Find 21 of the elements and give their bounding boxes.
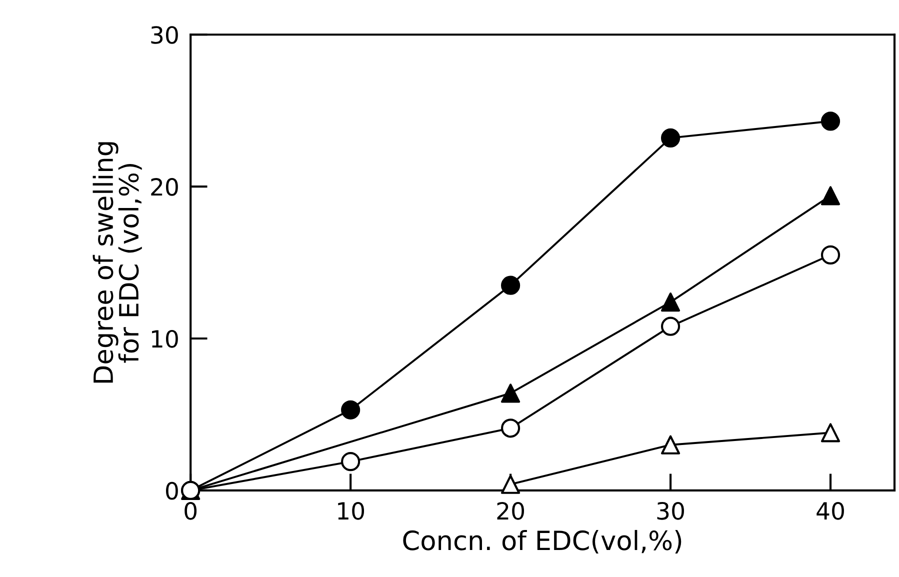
x-tick-label: 30 bbox=[657, 502, 684, 520]
point bbox=[341, 400, 360, 420]
point bbox=[660, 435, 680, 454]
point bbox=[501, 384, 520, 403]
point bbox=[660, 128, 680, 148]
x-tick-label: 10 bbox=[338, 502, 364, 520]
y-axis-title: Degree of swelling for EDC (vol,%) bbox=[92, 142, 142, 383]
y-tick-label: 20 bbox=[151, 178, 178, 196]
point bbox=[501, 474, 520, 494]
y-tick-label: 10 bbox=[152, 330, 178, 348]
point bbox=[820, 423, 840, 442]
y-tick-label: 0 bbox=[166, 482, 178, 500]
x-axis-title: Concn. of EDC(vol,%) bbox=[403, 530, 682, 554]
point bbox=[820, 112, 840, 131]
x-tick-label: 0 bbox=[184, 502, 197, 520]
point bbox=[820, 186, 840, 206]
point bbox=[501, 276, 520, 295]
x-tick-label: 40 bbox=[816, 502, 844, 520]
point bbox=[660, 292, 680, 312]
y-tick-label: 30 bbox=[151, 26, 178, 44]
x-tick-label: 20 bbox=[497, 502, 524, 520]
